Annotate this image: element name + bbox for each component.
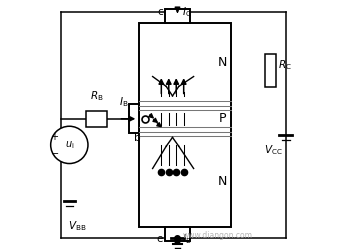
Bar xyxy=(265,54,276,87)
Text: $R_{\rm B}$: $R_{\rm B}$ xyxy=(90,90,104,103)
Text: b: b xyxy=(134,133,140,143)
Text: N: N xyxy=(218,175,227,188)
Bar xyxy=(139,23,231,227)
Text: P: P xyxy=(218,112,226,125)
Bar xyxy=(165,227,190,240)
Text: $I_{\rm E}$: $I_{\rm E}$ xyxy=(182,232,191,246)
Text: $I_{\rm B}$: $I_{\rm B}$ xyxy=(119,95,129,109)
Text: www.diangon.com: www.diangon.com xyxy=(182,231,252,240)
Circle shape xyxy=(51,126,88,164)
Text: $V_{\rm BB}$: $V_{\rm BB}$ xyxy=(68,220,86,233)
Bar xyxy=(165,10,190,23)
Text: N: N xyxy=(218,56,227,69)
Text: c: c xyxy=(157,7,163,17)
Text: $I_{\rm C}$: $I_{\rm C}$ xyxy=(182,5,191,19)
Text: +: + xyxy=(50,132,58,142)
Text: $V_{\rm CC}$: $V_{\rm CC}$ xyxy=(265,143,283,157)
Bar xyxy=(129,104,139,133)
Text: e: e xyxy=(157,234,163,244)
Bar xyxy=(86,111,107,127)
Text: $-$: $-$ xyxy=(50,147,59,157)
Text: $R_{\rm C}$: $R_{\rm C}$ xyxy=(278,58,292,72)
Text: $u_{\rm i}$: $u_{\rm i}$ xyxy=(65,139,74,151)
